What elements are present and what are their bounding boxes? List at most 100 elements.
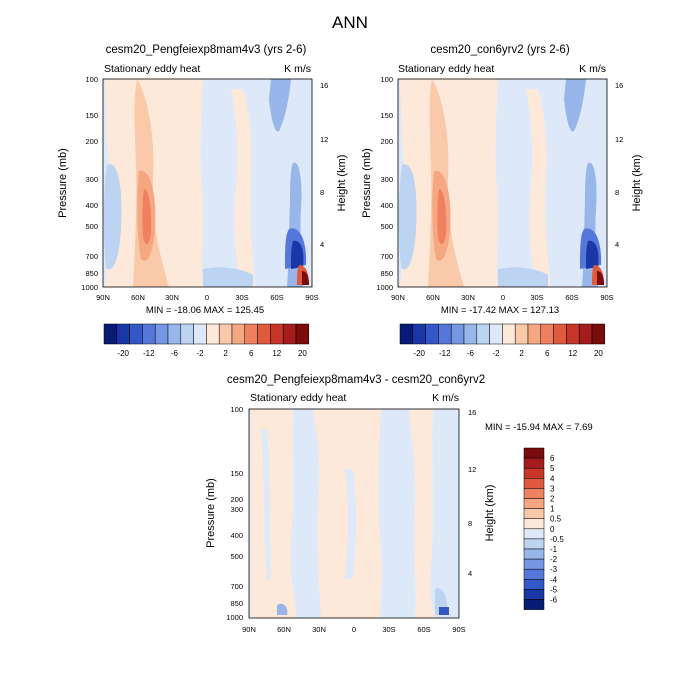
y-tick: 500 <box>85 222 98 231</box>
colorbar-swatch <box>523 457 545 469</box>
colorbar-swatch <box>566 323 580 345</box>
y-tick: 1000 <box>226 613 243 622</box>
x-tick: 90S <box>452 625 465 634</box>
y-tick: 400 <box>380 201 393 210</box>
y-tick: 400 <box>230 531 243 540</box>
colorbar-swatch <box>523 548 545 560</box>
y-tick: 500 <box>380 222 393 231</box>
y2-tick: 16 <box>320 81 328 90</box>
panel-1: cesm20_Pengfeiexp8mam4v3 (yrs 2-6) Stati… <box>57 44 348 316</box>
colorbar-swatch <box>489 323 503 345</box>
colorbar-swatch <box>523 599 545 610</box>
panel-2-stats: MIN = -17.42 MAX = 127.13 <box>441 305 559 316</box>
x-tick: 0 <box>205 293 209 302</box>
colorbar-label: -2 <box>492 349 500 358</box>
y-tick: 400 <box>85 201 98 210</box>
panel-3: cesm20_Pengfeiexp8mam4v3 - cesm20_con6yr… <box>205 374 593 634</box>
x-tick: 60S <box>270 293 283 302</box>
colorbar-swatch <box>523 558 545 570</box>
x-tick: 60N <box>277 625 291 634</box>
surface-cool-2 <box>291 240 304 269</box>
colorbar-swatch <box>578 323 593 345</box>
colorbar-label: -20 <box>117 349 129 358</box>
colorbar-swatch <box>142 323 156 345</box>
colorbar-label: 20 <box>594 349 603 358</box>
warm-region-center <box>313 409 382 618</box>
panel-1-ylabel: Pressure (mb) <box>57 148 69 218</box>
x-tick: 60S <box>417 625 430 634</box>
colorbar-label: -2 <box>550 555 558 564</box>
colorbar-swatch <box>523 518 545 530</box>
colorbar-swatch <box>154 323 169 345</box>
colorbar-swatch <box>523 528 545 540</box>
colorbar-swatch <box>270 323 284 345</box>
panel-3-units: K m/s <box>432 392 459 404</box>
y2-tick: 4 <box>320 240 324 249</box>
colorbar-label: -6 <box>467 349 475 358</box>
y-tick: 200 <box>85 137 98 146</box>
colorbar-swatch <box>463 323 478 345</box>
colorbar-swatch <box>523 579 545 590</box>
panel-3-subtitle: Stationary eddy heat <box>250 392 346 404</box>
y-tick: 150 <box>380 111 393 120</box>
colorbar-label: 0.5 <box>550 515 562 524</box>
colorbar-label: 6 <box>550 454 555 463</box>
colorbar-label: -6 <box>171 349 179 358</box>
x-tick: 30N <box>461 293 475 302</box>
colorbar-swatch <box>206 323 220 345</box>
colorbar-swatch <box>399 323 414 345</box>
colorbar-label: 2 <box>223 349 228 358</box>
colorbar-swatch <box>523 508 545 519</box>
colorbar-swatch <box>523 568 545 580</box>
cool-strip-b <box>345 469 356 579</box>
warm-region-left <box>251 409 297 618</box>
colorbar-label: -0.5 <box>550 535 564 544</box>
x-tick: 90N <box>242 625 256 634</box>
cool-patch-surface-left <box>277 603 288 615</box>
colorbar-swatch <box>553 323 567 345</box>
y2-tick: 16 <box>468 408 476 417</box>
x-tick: 60N <box>131 293 145 302</box>
surface-cool-2 <box>586 240 599 269</box>
x-tick: 30S <box>235 293 248 302</box>
x-tick: 0 <box>501 293 505 302</box>
panel-1-x-ticks: 90N 60N 30N 0 30S 60S 90S <box>96 293 319 302</box>
colorbar-swatch <box>167 323 182 345</box>
colorbar-label: 4 <box>550 474 555 483</box>
y-tick: 500 <box>230 552 243 561</box>
cool-patch-left <box>103 164 122 270</box>
colorbar-label: 12 <box>568 349 577 358</box>
panel-3-stats: MIN = -15.94 MAX = 7.69 <box>485 422 593 433</box>
panel-1-frame <box>102 78 313 288</box>
y-tick: 150 <box>230 469 243 478</box>
y2-tick: 16 <box>615 81 623 90</box>
colorbar-swatch <box>129 323 143 345</box>
y-tick: 100 <box>85 75 98 84</box>
panel-2-y2-ticks: 16 12 8 4 <box>615 81 623 249</box>
y-tick: 100 <box>230 405 243 414</box>
cool-strip-upper <box>564 79 586 132</box>
colorbar-label: -20 <box>413 349 425 358</box>
panel-3-y2-ticks: 16 12 8 4 <box>468 408 476 578</box>
colorbar-label: -5 <box>550 585 558 594</box>
panel-1-plot-area <box>103 79 312 287</box>
panel-2-frame <box>397 78 608 288</box>
panel-3-y2label: Height (km) <box>484 485 496 542</box>
colorbar-swatch <box>257 323 271 345</box>
panel-1-y2label: Height (km) <box>336 155 348 212</box>
x-tick: 60N <box>426 293 440 302</box>
colorbar-swatch <box>412 323 426 345</box>
colorbar-label: -4 <box>550 575 558 584</box>
panel-1-units: K m/s <box>284 63 311 75</box>
y-tick: 1000 <box>376 283 393 292</box>
y2-tick: 4 <box>615 240 619 249</box>
colorbar-swatch <box>523 447 545 459</box>
y2-tick: 12 <box>468 465 476 474</box>
colorbar-label: -1 <box>550 545 558 554</box>
panel-3-x-ticks: 90N 60N 30N 0 30S 60S 90S <box>242 625 466 634</box>
colorbar-swatch <box>540 323 554 345</box>
colorbar-swatch <box>180 323 194 345</box>
y-tick: 850 <box>85 269 98 278</box>
x-tick: 90S <box>600 293 613 302</box>
colorbar-label: 12 <box>272 349 281 358</box>
